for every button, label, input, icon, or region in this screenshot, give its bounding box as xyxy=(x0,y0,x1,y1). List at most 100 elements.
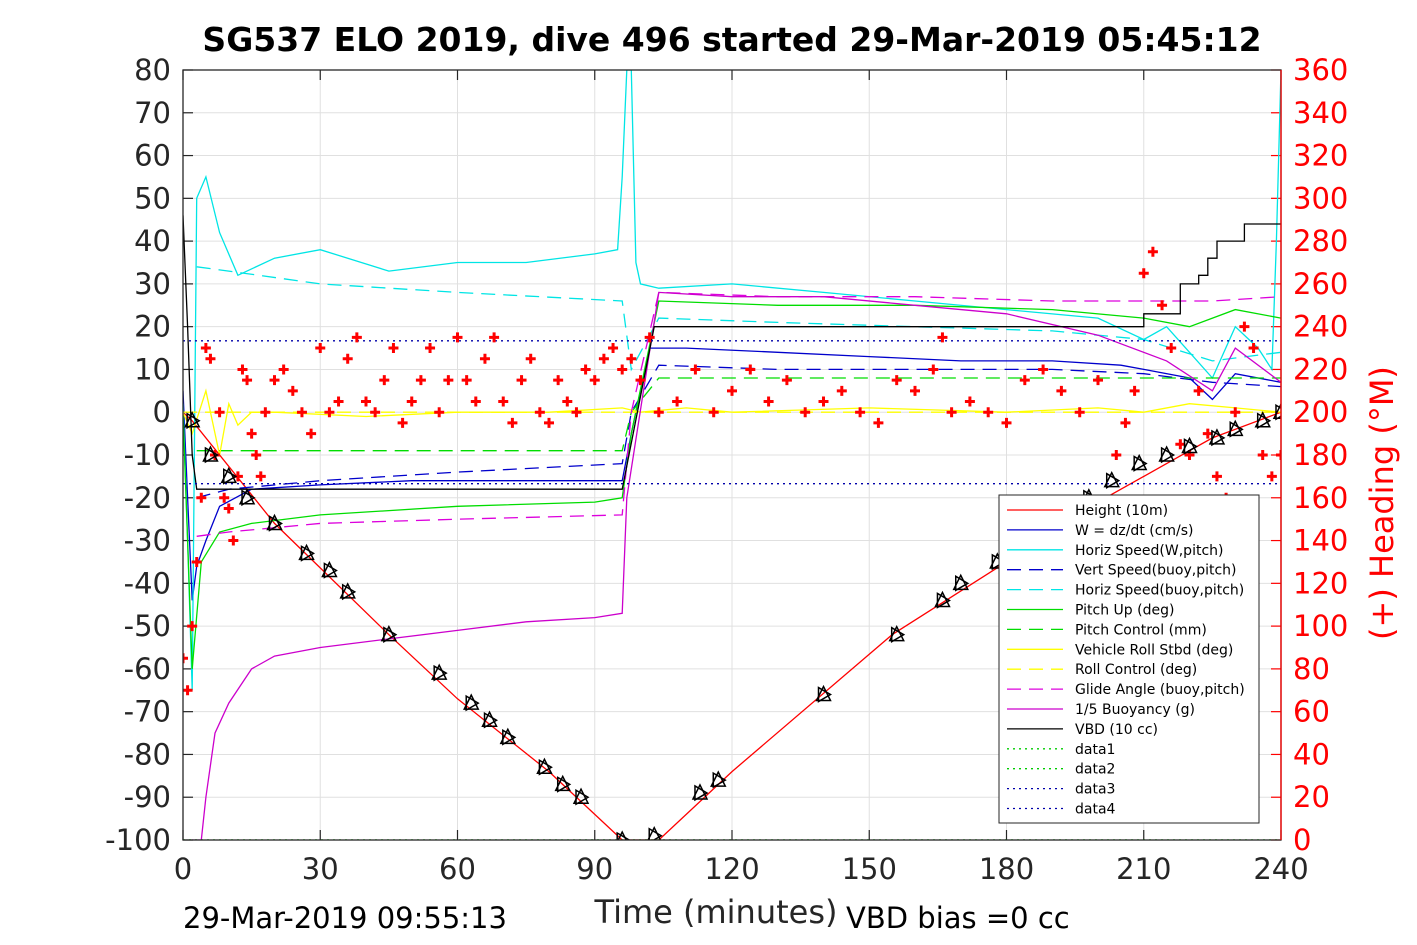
heading-point xyxy=(425,343,436,354)
height-marker xyxy=(1211,429,1226,447)
heading-point xyxy=(589,375,600,386)
heading-point xyxy=(534,407,545,418)
heading-point xyxy=(452,332,463,343)
legend-entry: data1 xyxy=(1075,742,1115,758)
height-marker xyxy=(1275,403,1281,421)
height-marker xyxy=(1103,470,1120,488)
heading-point xyxy=(946,407,957,418)
right-tick-label: 320 xyxy=(1293,139,1348,173)
heading-point xyxy=(507,417,518,428)
heading-point xyxy=(315,343,326,354)
heading-point xyxy=(498,396,509,407)
heading-point xyxy=(461,375,472,386)
height-marker xyxy=(380,624,398,642)
heading-point xyxy=(653,407,664,418)
height-marker xyxy=(1130,453,1148,471)
height-marker xyxy=(300,545,316,562)
heading-point xyxy=(228,535,239,546)
heading-point xyxy=(1248,343,1259,354)
heading-point xyxy=(287,385,298,396)
height-marker xyxy=(888,624,905,642)
height-marker xyxy=(952,573,969,591)
height-marker xyxy=(712,771,727,789)
heading-point xyxy=(1111,450,1122,460)
heading-point xyxy=(580,364,591,375)
height-marker xyxy=(936,592,951,609)
heading-point xyxy=(1157,300,1168,311)
legend-entry: data2 xyxy=(1075,762,1115,778)
right-tick-label: 100 xyxy=(1293,609,1348,643)
height-marker xyxy=(186,412,201,430)
height-marker xyxy=(1256,412,1272,430)
height-marker xyxy=(648,827,663,840)
heading-point xyxy=(1019,375,1030,386)
series-line-vert-speed-buoy-pitch- xyxy=(196,364,1281,499)
height-marker xyxy=(463,693,480,710)
x-tick-label: 210 xyxy=(1116,852,1171,886)
right-tick-label: 80 xyxy=(1293,652,1330,686)
right-tick-labels: 3603403203002802602402202001801601401201… xyxy=(1293,53,1348,857)
x-tick-label: 0 xyxy=(174,852,192,886)
footer-date: 29-Mar-2019 09:55:13 xyxy=(183,901,507,935)
heading-point xyxy=(251,450,262,460)
height-marker xyxy=(323,562,338,579)
heading-point xyxy=(818,396,829,407)
height-marker xyxy=(298,543,315,561)
x-tick-label: 150 xyxy=(842,852,897,886)
heading-point xyxy=(873,417,884,428)
height-marker xyxy=(502,729,517,746)
height-marker xyxy=(617,830,628,840)
height-marker xyxy=(1229,421,1244,438)
heading-point xyxy=(763,396,774,407)
heading-point xyxy=(1276,450,1281,460)
height-marker xyxy=(815,684,832,702)
y-tick-label: -100 xyxy=(105,823,171,857)
heading-point xyxy=(1166,343,1177,354)
series-line-horiz-speed-buoy-pitch- xyxy=(196,266,1281,372)
heading-point xyxy=(242,375,253,386)
heading-point xyxy=(260,407,271,418)
heading-point xyxy=(626,353,637,364)
heading-point xyxy=(910,385,920,396)
height-marker xyxy=(241,489,256,507)
heading-point xyxy=(1230,407,1241,418)
heading-point xyxy=(324,407,335,418)
heading-point xyxy=(342,353,353,364)
y-tick-label: -70 xyxy=(124,695,171,729)
height-marker xyxy=(890,626,906,643)
legend-entry: Pitch Up (deg) xyxy=(1075,603,1174,619)
height-marker xyxy=(536,757,553,775)
y-tick-label: -40 xyxy=(124,566,171,600)
height-marker xyxy=(616,831,631,840)
height-marker xyxy=(465,694,480,712)
y-tick-label: 0 xyxy=(153,395,171,429)
heading-point xyxy=(489,332,500,343)
height-marker xyxy=(934,590,951,608)
heading-point xyxy=(1038,364,1049,375)
heading-series xyxy=(183,246,1281,696)
heading-point xyxy=(1001,417,1012,428)
height-marker xyxy=(647,826,662,840)
heading-point xyxy=(183,685,193,696)
heading-point xyxy=(196,492,207,503)
right-tick-label: 340 xyxy=(1293,96,1348,130)
legend-entry: W = dz/dt (cm/s) xyxy=(1075,523,1194,539)
heading-point xyxy=(470,396,481,407)
right-tick-label: 60 xyxy=(1293,695,1330,729)
height-marker xyxy=(991,553,1006,571)
heading-point xyxy=(525,353,536,364)
height-marker xyxy=(341,583,357,601)
height-marker xyxy=(572,787,590,804)
height-marker xyxy=(1227,419,1244,437)
heading-point xyxy=(1129,385,1140,396)
y-tick-label: -90 xyxy=(124,780,171,814)
heading-point xyxy=(219,492,230,503)
heading-point xyxy=(562,396,573,407)
heading-point xyxy=(1239,321,1250,332)
right-tick-label: 200 xyxy=(1293,395,1348,429)
heading-point xyxy=(397,417,408,428)
heading-point xyxy=(1175,439,1186,450)
height-marker xyxy=(955,575,970,592)
footer-vbd-bias: VBD bias =0 cc xyxy=(846,901,1070,935)
